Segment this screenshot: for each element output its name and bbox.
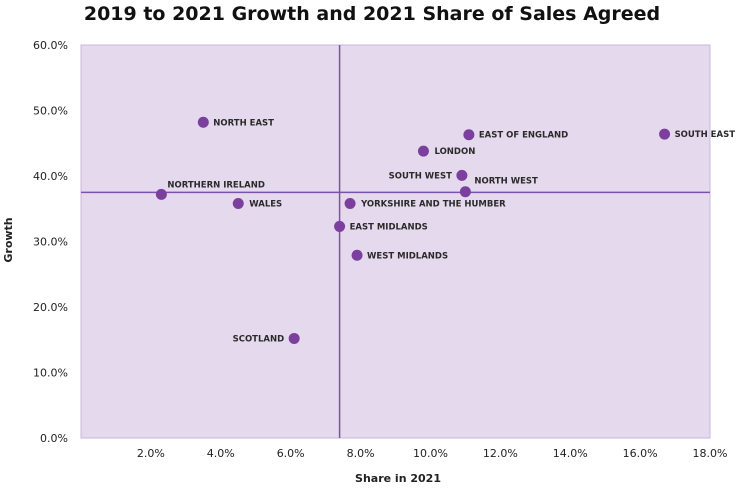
x-axis-title: Share in 2021	[355, 472, 441, 485]
data-point-label: EAST OF ENGLAND	[479, 131, 568, 141]
x-tick-label: 16.0%	[623, 447, 658, 460]
y-tick-label: 40.0%	[33, 170, 68, 183]
data-point	[197, 116, 209, 128]
y-tick-label: 50.0%	[33, 105, 68, 118]
data-point	[344, 198, 356, 210]
data-point	[155, 188, 167, 200]
data-point-label: SOUTH WEST	[389, 171, 452, 181]
data-point	[459, 186, 471, 198]
y-axis: 0.0% 10.0% 20.0% 30.0% 40.0% 50.0% 60.0%	[33, 39, 68, 445]
x-tick-label: 14.0%	[553, 447, 588, 460]
data-point	[232, 198, 244, 210]
x-tick-label: 2.0%	[137, 447, 165, 460]
data-point-label: YORKSHIRE AND THE HUMBER	[360, 200, 506, 210]
x-tick-label: 18.0%	[693, 447, 728, 460]
y-tick-label: 60.0%	[33, 39, 68, 52]
x-axis: 2.0% 4.0% 6.0% 8.0% 10.0% 12.0% 14.0% 16.0% 18.0…	[137, 447, 728, 460]
data-point	[659, 128, 671, 140]
data-point-label: NORTHERN IRELAND	[167, 180, 265, 190]
data-point	[288, 332, 300, 344]
data-point	[351, 249, 363, 261]
x-tick-label: 4.0%	[207, 447, 235, 460]
data-point	[334, 220, 346, 232]
data-point-label: SCOTLAND	[233, 334, 285, 344]
x-tick-label: 8.0%	[347, 447, 375, 460]
x-tick-label: 10.0%	[413, 447, 448, 460]
data-point-label: LONDON	[434, 147, 475, 157]
data-point	[417, 145, 429, 157]
y-tick-label: 20.0%	[33, 301, 68, 314]
y-tick-label: 30.0%	[33, 236, 68, 249]
data-point-label: WEST MIDLANDS	[367, 251, 448, 261]
x-tick-label: 12.0%	[483, 447, 518, 460]
chart-title: 2019 to 2021 Growth and 2021 Share of Sa…	[84, 3, 660, 25]
data-point-label: NORTH EAST	[213, 118, 274, 128]
data-point-label: WALES	[249, 200, 282, 210]
y-axis-title: Growth	[2, 217, 15, 262]
data-point-label: SOUTH EAST	[675, 130, 736, 140]
x-tick-label: 6.0%	[277, 447, 305, 460]
y-tick-label: 10.0%	[33, 367, 68, 380]
data-point-label: EAST MIDLANDS	[350, 222, 428, 232]
data-point	[463, 129, 475, 141]
data-point	[456, 169, 468, 181]
plot-area	[80, 44, 711, 439]
data-points: NORTH EAST NORTHERN IRELAND WALES SCOTLAND Y…	[155, 116, 736, 344]
data-point-label: NORTH WEST	[474, 177, 538, 187]
y-tick-label: 0.0%	[40, 432, 68, 445]
